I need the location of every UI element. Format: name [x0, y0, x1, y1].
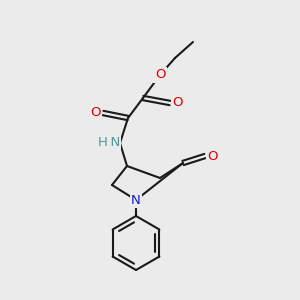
Text: N: N — [131, 194, 141, 206]
Text: O: O — [207, 149, 217, 163]
Text: O: O — [155, 68, 165, 82]
Text: H N: H N — [98, 136, 120, 149]
Text: O: O — [91, 106, 101, 119]
Text: O: O — [172, 97, 182, 110]
